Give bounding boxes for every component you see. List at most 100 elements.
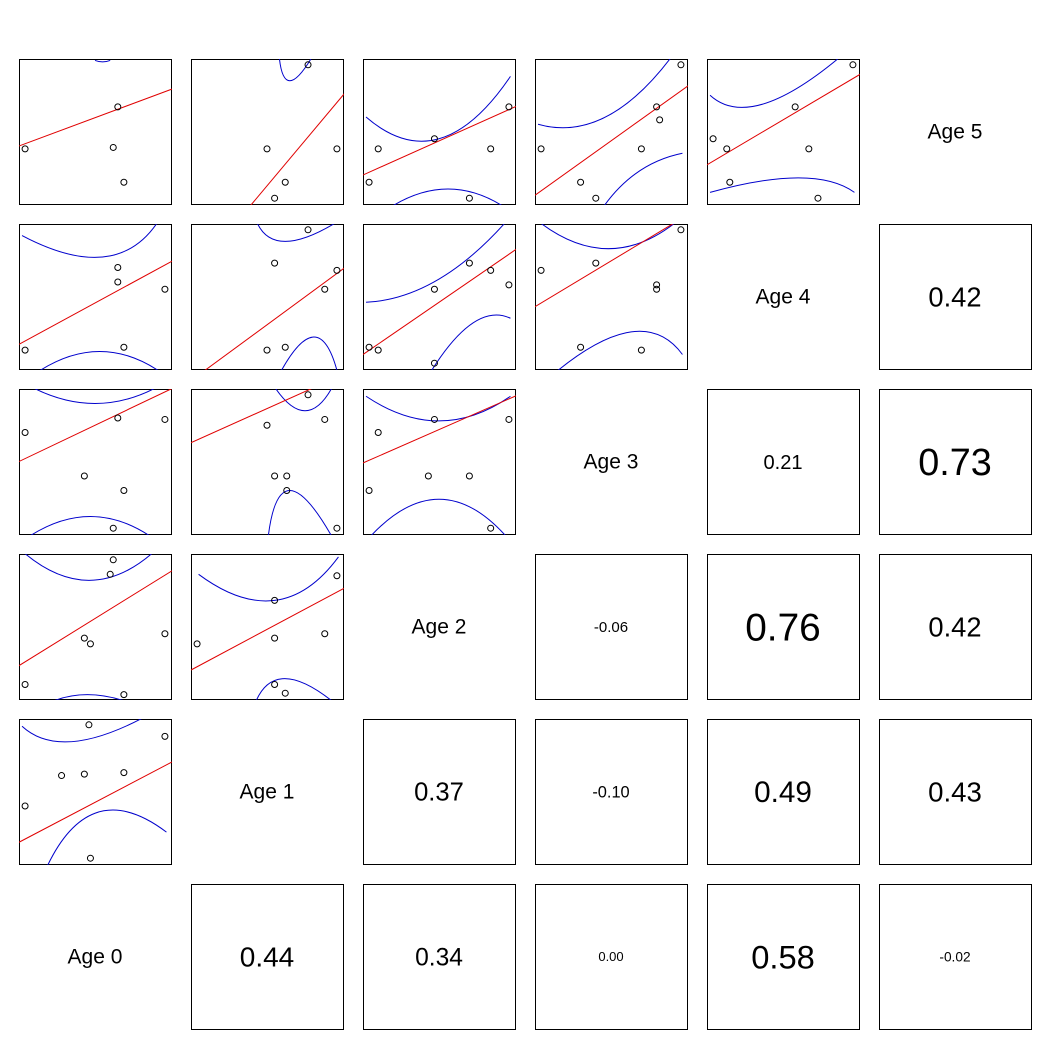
confidence-band-upper	[24, 554, 152, 581]
panel-frame	[879, 554, 1032, 700]
confidence-band-upper	[365, 76, 511, 142]
confidence-band-lower	[393, 188, 502, 205]
panel-frame	[707, 884, 860, 1030]
confidence-band-upper	[34, 389, 155, 404]
confidence-band-upper	[257, 224, 335, 242]
scatter-point-2	[592, 194, 600, 202]
confidence-band-lower	[256, 678, 332, 700]
scatter-point-4	[161, 285, 169, 293]
fit-line	[535, 85, 688, 196]
scatter-point-2	[726, 178, 734, 186]
panel-content	[707, 59, 860, 202]
confidence-band-lower	[281, 336, 338, 370]
correlation-panel-2-5: 0.42	[879, 554, 1032, 700]
confidence-band-upper	[279, 59, 312, 82]
fit-line	[363, 105, 516, 176]
confidence-band-upper	[198, 556, 339, 602]
scatter-panel-1-3	[191, 389, 344, 535]
scatter-point-4	[321, 630, 329, 638]
scatter-point-4	[487, 266, 495, 274]
panel-content	[535, 59, 688, 205]
scatter-point-3	[161, 415, 169, 423]
confidence-band-upper	[709, 59, 839, 108]
panel-frame	[191, 389, 344, 535]
scatter-point-1	[120, 343, 128, 351]
scatter-panel-1-4	[191, 224, 344, 370]
panel-frame	[535, 719, 688, 865]
fit-line	[204, 267, 344, 370]
correlation-panel-0-1: 0.44	[191, 884, 344, 1030]
correlation-panel-3-5: 0.73	[879, 389, 1032, 535]
panel-content	[191, 389, 341, 535]
panel-frame	[879, 884, 1032, 1030]
panel-frame	[707, 59, 860, 205]
scatter-point-0	[263, 346, 271, 354]
fit-line	[19, 260, 172, 345]
scatter-point-0	[263, 145, 271, 153]
panel-frame	[19, 224, 172, 370]
scatter-panel-3-5	[535, 59, 688, 205]
scatter-point-0	[365, 487, 373, 494]
correlation-value: 0.21	[763, 452, 802, 474]
scatter-panel-0-1	[19, 719, 172, 865]
scatter-point-3	[487, 145, 495, 153]
panel-frame	[535, 224, 688, 370]
scatter-point-0	[537, 145, 545, 153]
scatter-panel-0-4	[19, 224, 172, 370]
correlation-panel-2-3: -0.06	[535, 554, 688, 700]
fit-line	[707, 73, 860, 166]
confidence-band-upper	[275, 389, 332, 412]
scatter-point-5	[333, 572, 341, 580]
panel-frame	[879, 719, 1032, 865]
correlation-value: -0.10	[592, 783, 629, 801]
scatter-point-1	[374, 145, 382, 153]
scatter-point-3	[271, 681, 279, 688]
panel-content	[535, 224, 685, 370]
fit-line	[19, 88, 172, 147]
correlation-panel-1-2: 0.37	[363, 719, 516, 865]
correlation-value: 0.42	[928, 281, 981, 312]
scatter-panel-4-5	[707, 59, 860, 205]
correlation-value: 0.00	[598, 949, 623, 964]
panel-content	[19, 224, 172, 370]
scatter-point-2	[281, 689, 289, 697]
confidence-band-lower	[267, 490, 332, 535]
scatter-point-3	[791, 103, 799, 111]
scatter-panel-3-4	[535, 224, 688, 370]
scatter-point-4	[805, 145, 813, 153]
correlation-panel-0-3: 0.00	[535, 884, 688, 1030]
correlation-value: 0.73	[918, 442, 992, 484]
panel-frame	[191, 884, 344, 1030]
scatter-point-3	[304, 226, 312, 234]
panel-content	[363, 224, 516, 370]
fit-line	[250, 93, 344, 205]
scatter-point-6	[677, 61, 685, 69]
scatter-point-5	[109, 556, 117, 564]
scatter-point-3	[120, 178, 128, 186]
correlation-value: 0.43	[928, 776, 982, 807]
panel-frame	[363, 389, 516, 535]
scatter-point-2	[86, 640, 94, 648]
correlation-value: -0.02	[939, 949, 970, 964]
scatter-point-3	[120, 691, 128, 699]
confidence-band-upper	[366, 224, 505, 303]
panel-frame	[363, 719, 516, 865]
fit-line	[191, 587, 344, 671]
scatter-point-1	[80, 472, 88, 480]
scatter-point-4	[505, 103, 513, 111]
correlation-value: 0.58	[751, 938, 815, 975]
confidence-band-upper	[365, 395, 511, 422]
diagonal-label-0: Age 0	[68, 946, 123, 969]
scatter-point-5	[814, 194, 822, 202]
scatter-point-2	[577, 343, 585, 351]
scatter-point-3	[114, 278, 122, 286]
scatter-point-6	[271, 596, 279, 604]
panel-frame	[535, 59, 688, 205]
correlation-value: 0.44	[240, 942, 295, 973]
scatter-panel-2-3	[363, 389, 516, 535]
scatter-point-2	[430, 135, 438, 143]
scatter-point-1	[374, 346, 382, 354]
scatter-point-1	[281, 178, 289, 186]
correlation-panel-4-5: 0.42	[879, 224, 1032, 370]
